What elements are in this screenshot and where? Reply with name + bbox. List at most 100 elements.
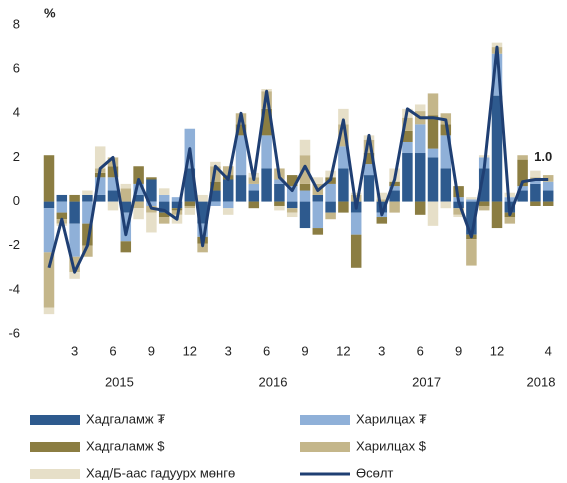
bar-segment (158, 212, 170, 218)
y-tick-label: 8 (13, 16, 20, 31)
bar-segment (146, 201, 157, 206)
bar-segment (389, 190, 400, 202)
bar-segment (210, 190, 221, 202)
bar-segment (504, 192, 516, 198)
bar-segment (235, 124, 247, 136)
x-tick-label: 12 (183, 343, 197, 358)
bar-segment (222, 179, 234, 202)
bar-segment (43, 201, 55, 209)
bar-segment (210, 181, 221, 191)
bar-segment (171, 208, 183, 211)
x-tick-label: 6 (263, 343, 270, 358)
bar-segment (56, 201, 68, 213)
bar-segment (146, 177, 157, 180)
bar-segment (363, 175, 375, 202)
y-tick-label: 4 (13, 105, 20, 120)
bar-segment (453, 208, 464, 215)
bar-segment (69, 194, 80, 202)
bar-segment (56, 194, 68, 202)
bar-segment (120, 241, 132, 253)
y-tick-label: 2 (13, 149, 20, 164)
bar-segment (453, 214, 464, 218)
bar-segment (427, 148, 439, 158)
bar-segment (82, 245, 93, 257)
y-tick-label: 0 (13, 193, 20, 208)
bar-segment (286, 212, 298, 218)
bar-segment (363, 164, 375, 176)
bar-segment (69, 201, 80, 224)
bar-segment (107, 201, 119, 211)
bar-segment (504, 217, 516, 224)
bar-segment (133, 183, 144, 195)
legend-label: Хадгаламж $ (86, 438, 165, 453)
legend-label: Харилцах $ (356, 438, 427, 453)
y-tick-label: 6 (13, 61, 20, 76)
bar-segment (517, 190, 528, 202)
x-tick-label: 9 (148, 343, 155, 358)
bar-segment (184, 208, 196, 215)
bar-segment (325, 212, 336, 220)
bar-segment (440, 135, 452, 169)
y-tick-label: -6 (8, 325, 20, 340)
legend-label: Харилцах ₮ (356, 411, 427, 426)
bar-segment (542, 190, 554, 202)
data-label: 1.0 (534, 149, 552, 164)
bar-segment (197, 201, 208, 224)
bar-segment (338, 108, 349, 125)
bar-segment (222, 201, 234, 209)
bar-segment (197, 194, 208, 202)
bar-segment (184, 205, 196, 209)
bar-segment (274, 183, 285, 202)
bar-segment (376, 217, 388, 224)
legend-swatch (300, 415, 350, 425)
bar-segment (82, 194, 93, 202)
bar-segment (120, 183, 132, 189)
x-tick-label: 3 (71, 343, 78, 358)
bar-segment (146, 212, 157, 233)
bar-segment (376, 192, 388, 200)
legend-swatch (30, 415, 80, 425)
bar-segment (274, 179, 285, 184)
bar-segment (338, 146, 349, 169)
bar-segment (286, 175, 298, 187)
bar-segment (133, 208, 144, 220)
bar-segment (210, 201, 221, 206)
bar-segment (440, 201, 452, 209)
bar-segment (120, 201, 132, 213)
x-tick-label: 4 (545, 343, 552, 358)
growth-line (47, 45, 549, 274)
bar-segment (158, 217, 170, 224)
bar-segment (43, 307, 55, 315)
bar-segment (440, 168, 452, 202)
bar-segment (466, 197, 477, 200)
bar-segment (312, 201, 324, 229)
x-tick-label: 6 (417, 343, 424, 358)
bar-segment (43, 252, 55, 308)
bar-segment (184, 201, 196, 206)
bar-segment (427, 157, 439, 202)
bar-segment (414, 104, 426, 112)
bar-segment (299, 201, 311, 229)
bar-segment (440, 124, 452, 136)
bar-segment (69, 272, 80, 279)
bar-segment (350, 234, 362, 268)
bar-segment (402, 153, 413, 202)
bar-segment (312, 194, 324, 202)
bar-segment (248, 190, 260, 202)
bar-segment (517, 155, 528, 160)
bar-segment (376, 199, 388, 202)
bar-segment (491, 42, 503, 48)
legend-label: Өсөлт (356, 465, 393, 480)
bar-segment (222, 166, 234, 176)
bar-segment (158, 194, 170, 202)
bar-segment (171, 201, 183, 209)
bar-segment (466, 201, 477, 235)
bar-segment (82, 201, 93, 224)
bar-segment (491, 95, 503, 202)
bar-segment (261, 168, 272, 202)
bar-segment (466, 239, 477, 266)
bar-segment (312, 228, 324, 235)
bar-segment (530, 170, 541, 178)
bar-segment (133, 194, 144, 202)
bar-segment (146, 179, 157, 202)
